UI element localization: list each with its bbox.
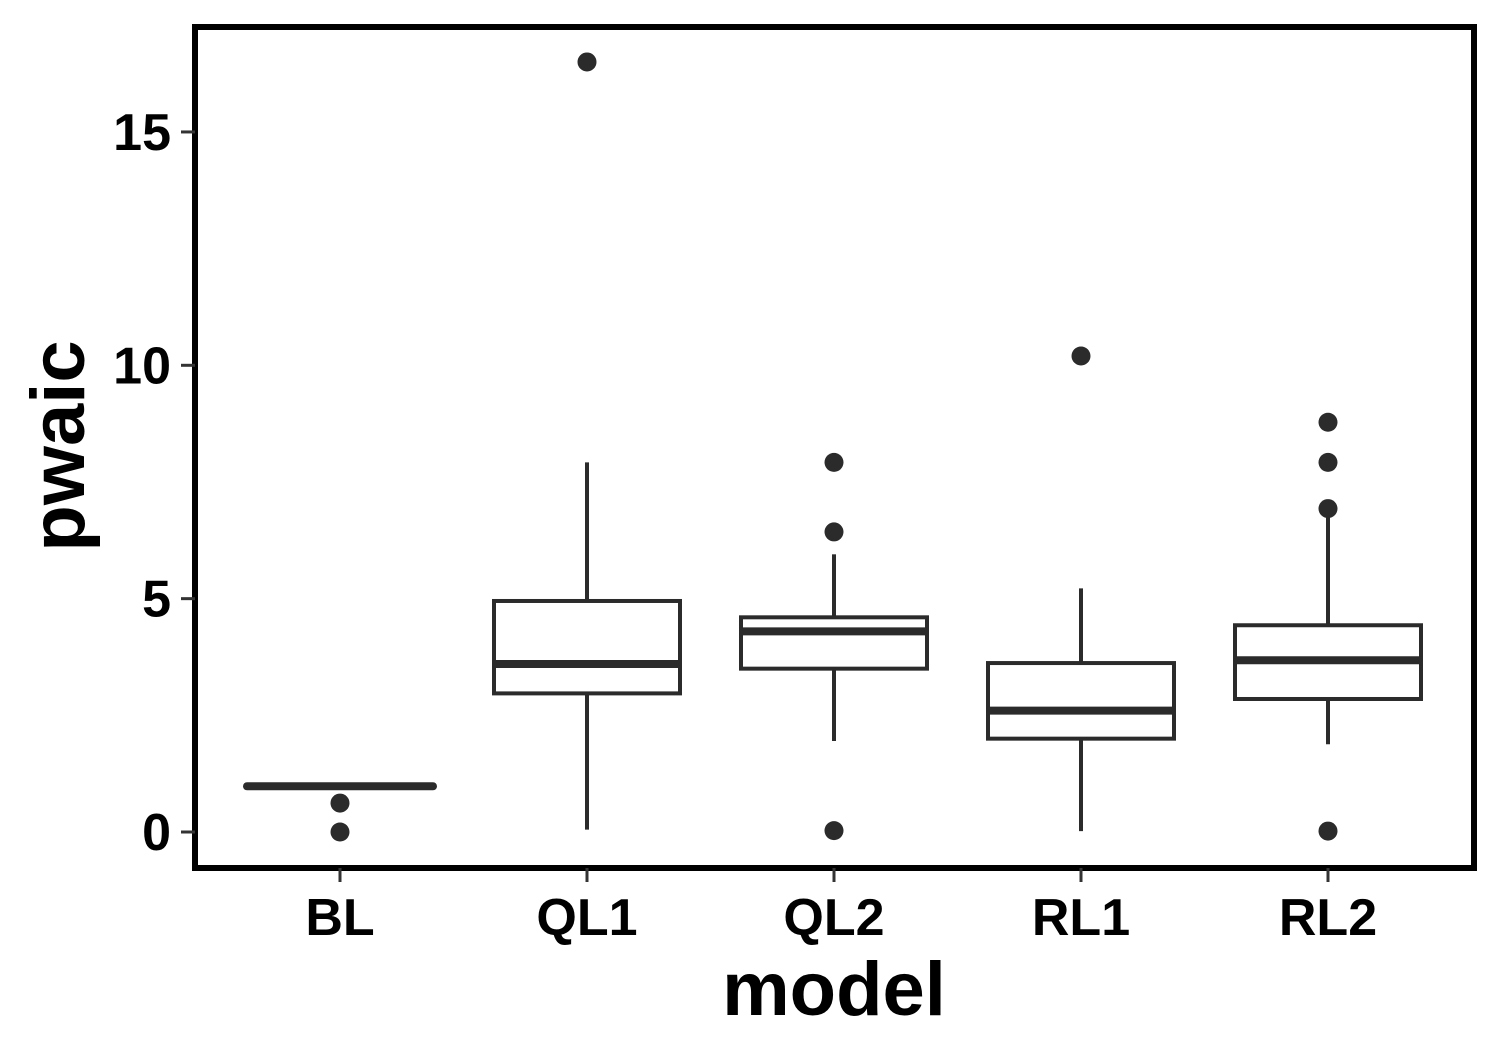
x-axis-title: model bbox=[722, 947, 946, 1032]
iqr-box bbox=[739, 615, 929, 671]
outlier-point bbox=[1071, 346, 1091, 366]
outlier-point bbox=[330, 822, 350, 842]
y-tick-label: 5 bbox=[142, 571, 171, 629]
panel-border bbox=[192, 24, 1477, 871]
outlier-point bbox=[1318, 821, 1338, 841]
box-group-ql1 bbox=[492, 52, 682, 830]
box-group-bl bbox=[243, 782, 437, 842]
x-tick-label: RL2 bbox=[1279, 889, 1377, 947]
y-axis-title: pwaic bbox=[16, 340, 101, 551]
outlier-point bbox=[1318, 452, 1338, 472]
x-tick-label: QL1 bbox=[536, 889, 637, 947]
x-tick-label: BL bbox=[305, 889, 374, 947]
outlier-point bbox=[824, 452, 844, 472]
y-tick-label: 10 bbox=[113, 337, 171, 395]
iqr-box bbox=[492, 598, 682, 696]
box-group-rl2 bbox=[1233, 412, 1423, 841]
x-tick-label: QL2 bbox=[783, 889, 884, 947]
plot-marks bbox=[243, 52, 1423, 842]
outlier-point bbox=[1318, 499, 1338, 519]
outlier-point bbox=[824, 522, 844, 542]
outlier-point bbox=[330, 793, 350, 813]
y-tick-label: 0 bbox=[142, 804, 171, 862]
box-group-ql2 bbox=[739, 452, 929, 841]
y-tick-label: 15 bbox=[113, 104, 171, 162]
box-group-rl1 bbox=[986, 346, 1176, 832]
y-axis: 0 5 10 15 bbox=[113, 104, 195, 862]
x-tick-label: RL1 bbox=[1032, 889, 1130, 947]
x-axis: BL QL1 QL2 RL1 RL2 bbox=[305, 868, 1377, 947]
outlier-point bbox=[577, 52, 597, 72]
outlier-point bbox=[1318, 412, 1338, 432]
outlier-point bbox=[824, 821, 844, 841]
iqr-box bbox=[986, 661, 1176, 741]
